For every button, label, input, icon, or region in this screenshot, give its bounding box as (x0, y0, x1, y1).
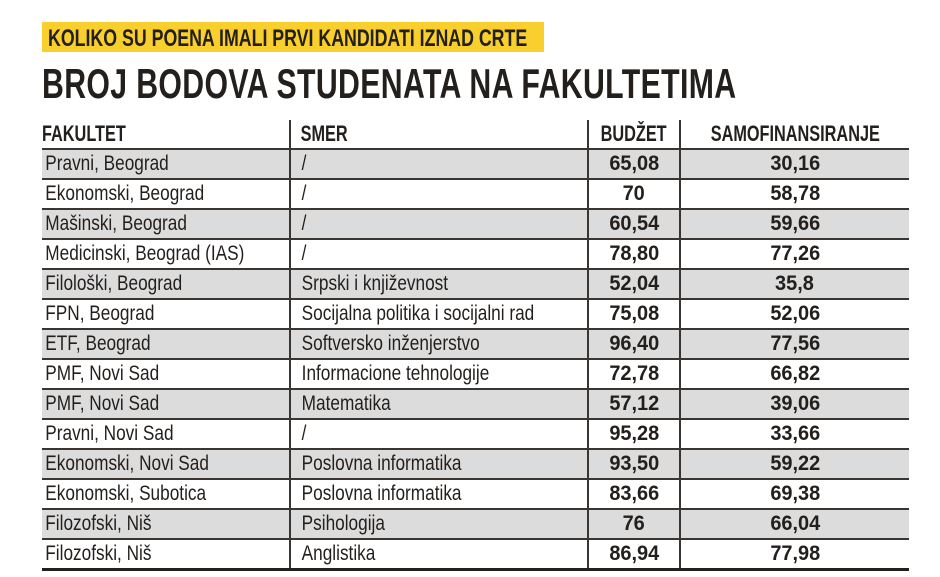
samofinansiranje-cell: 66,82 (678, 359, 910, 390)
header-budzet: BUDŽET (587, 120, 680, 150)
fakultet-cell: Pravni, Beograd (42, 149, 290, 180)
samofinansiranje-cell: 77,56 (678, 329, 910, 360)
budzet-cell: 72,78 (587, 359, 680, 390)
smer-cell: Matematika (288, 389, 589, 420)
samofinansiranje-cell: 77,26 (678, 239, 910, 270)
table-row: Pravni, Beograd/65,08 30,16 (42, 149, 910, 180)
smer-cell: Psihologija (288, 509, 589, 540)
budzet-cell: 95,28 (587, 419, 680, 450)
samofinansiranje-cell: 59,22 (678, 449, 910, 480)
header-samofinansiranje: SAMOFINANSIRANJE (678, 120, 910, 150)
budzet-cell: 93,50 (587, 449, 680, 480)
fakultet-cell: Ekonomski, Beograd (42, 179, 290, 210)
fakultet-cell: Filozofski, Niš (42, 509, 290, 540)
fakultet-cell: Mašinski, Beograd (42, 209, 290, 240)
samofinansiranje-cell: 30,16 (678, 149, 910, 180)
fakultet-cell: PMF, Novi Sad (42, 389, 290, 420)
smer-cell: Anglistika (288, 539, 589, 571)
subtitle-banner: KOLIKO SU POENA IMALI PRVI KANDIDATI IZN… (42, 22, 544, 52)
samofinansiranje-cell: 52,06 (678, 299, 910, 330)
budzet-cell: 75,08 (587, 299, 680, 330)
budzet-cell: 70 (587, 179, 680, 210)
budzet-cell: 78,80 (587, 239, 680, 270)
budzet-cell: 60,54 (587, 209, 680, 240)
samofinansiranje-cell: 33,66 (678, 419, 910, 450)
budzet-cell: 83,66 (587, 479, 680, 510)
page-title: BROJ BODOVA STUDENATA NA FAKULTETIMA (42, 60, 737, 107)
samofinansiranje-cell: 66,04 (678, 509, 910, 540)
table-row: Ekonomski, Subotica Poslovna informatika 8… (42, 479, 910, 510)
smer-cell: Poslovna informatika (288, 449, 589, 480)
fakultet-cell: Filozofski, Niš (42, 539, 290, 571)
budzet-cell: 52,04 (587, 269, 680, 300)
table-row: Filološki, Beograd Srpski i književnost 52… (42, 269, 910, 300)
smer-cell: / (288, 179, 589, 210)
samofinansiranje-cell: 69,38 (678, 479, 910, 510)
samofinansiranje-cell: 77,98 (678, 539, 910, 571)
fakultet-cell: Ekonomski, Subotica (42, 479, 290, 510)
smer-cell: / (288, 209, 589, 240)
header-fakultet: FAKULTET (42, 120, 290, 150)
fakultet-cell: Ekonomski, Novi Sad (42, 449, 290, 480)
table-row: ETF, Beograd Softversko inženjerstvo 96,40… (42, 329, 910, 360)
samofinansiranje-cell: 35,8 (678, 269, 910, 300)
budzet-cell: 57,12 (587, 389, 680, 420)
fakultet-cell: Filološki, Beograd (42, 269, 290, 300)
smer-cell: Srpski i književnost (288, 269, 589, 300)
table-row: Pravni, Novi Sad/95,28 33,66 (42, 419, 910, 450)
fakultet-cell: Pravni, Novi Sad (42, 419, 290, 450)
table-row: Medicinski, Beograd (IAS)/78,80 77,26 (42, 239, 910, 270)
table-row: Filozofski, Niš Anglistika 86,94 77,98 (42, 539, 910, 571)
smer-cell: Socijalna politika i socijalni rad (288, 299, 589, 330)
table-row: PMF, Novi Sad Matematika 57,12 39,06 (42, 389, 910, 420)
fakultet-cell: Medicinski, Beograd (IAS) (42, 239, 290, 270)
samofinansiranje-cell: 59,66 (678, 209, 910, 240)
smer-cell: / (288, 419, 589, 450)
smer-cell: / (288, 239, 589, 270)
budzet-cell: 76 (587, 509, 680, 540)
header-smer: SMER (288, 120, 589, 150)
table-header: FAKULTET SMER BUDŽET SAMOFINANSIRANJE (42, 120, 910, 150)
budzet-cell: 86,94 (587, 539, 680, 571)
table-row: Filozofski, Niš Psihologija 76 66,04 (42, 509, 910, 540)
budzet-cell: 96,40 (587, 329, 680, 360)
smer-cell: / (288, 149, 589, 180)
table-row: Ekonomski, Novi Sad Poslovna informatika 9… (42, 449, 910, 480)
scores-table: FAKULTET SMER BUDŽET SAMOFINANSIRANJE Pr… (42, 120, 910, 571)
fakultet-cell: FPN, Beograd (42, 299, 290, 330)
fakultet-cell: PMF, Novi Sad (42, 359, 290, 390)
budzet-cell: 65,08 (587, 149, 680, 180)
smer-cell: Softversko inženjerstvo (288, 329, 589, 360)
samofinansiranje-cell: 58,78 (678, 179, 910, 210)
smer-cell: Informacione tehnologije (288, 359, 589, 390)
samofinansiranje-cell: 39,06 (678, 389, 910, 420)
table-row: Ekonomski, Beograd/70 58,78 (42, 179, 910, 210)
fakultet-cell: ETF, Beograd (42, 329, 290, 360)
table-row: Mašinski, Beograd/60,54 59,66 (42, 209, 910, 240)
table-row: FPN, Beograd Socijalna politika i socijal… (42, 299, 910, 330)
smer-cell: Poslovna informatika (288, 479, 589, 510)
subtitle: KOLIKO SU POENA IMALI PRVI KANDIDATI IZN… (48, 25, 528, 52)
table-row: PMF, Novi Sad Informacione tehnologije 72,… (42, 359, 910, 390)
